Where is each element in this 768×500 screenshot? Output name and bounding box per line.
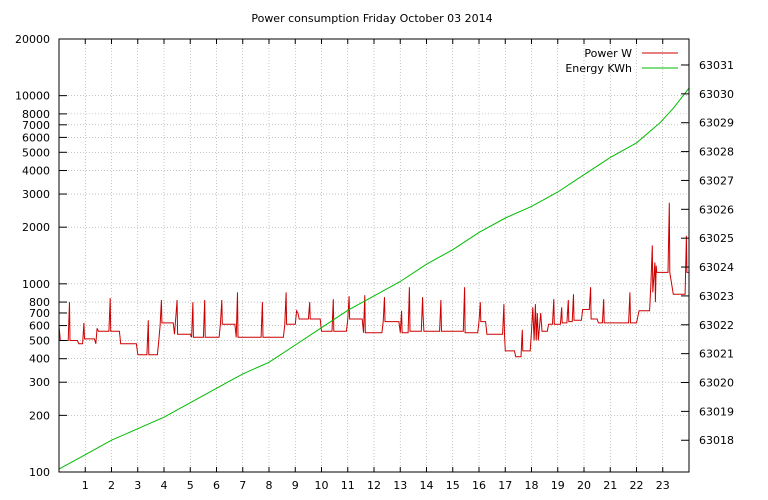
x-tick-label: 15 — [446, 479, 460, 492]
y2-tick-label: 63031 — [699, 59, 734, 72]
legend-label: Energy KWh — [565, 62, 632, 75]
y-tick-label: 700 — [29, 307, 50, 320]
x-tick-label: 11 — [341, 479, 355, 492]
x-tick-label: 21 — [603, 479, 617, 492]
y-tick-label: 2000 — [22, 221, 50, 234]
y-tick-label: 400 — [29, 353, 50, 366]
x-tick-label: 3 — [134, 479, 141, 492]
y2-tick-label: 63024 — [699, 261, 734, 274]
x-tick-label: 1 — [82, 479, 89, 492]
series-power-line — [58, 202, 689, 358]
y-tick-label: 800 — [29, 296, 50, 309]
y-tick-label: 300 — [29, 376, 50, 389]
y-tick-label: 500 — [29, 334, 50, 347]
x-tick-label: 18 — [525, 479, 539, 492]
y2-tick-label: 63027 — [699, 174, 734, 187]
series-energy-line — [58, 87, 690, 470]
y2-tick-label: 63026 — [699, 203, 734, 216]
grid-lines — [59, 39, 689, 472]
x-tick-label: 9 — [292, 479, 299, 492]
x-tick-label: 20 — [577, 479, 591, 492]
x-tick-label: 10 — [315, 479, 329, 492]
y2-tick-label: 63021 — [699, 348, 734, 361]
y2-tick-label: 63019 — [699, 405, 734, 418]
x-tick-label: 17 — [498, 479, 512, 492]
y-tick-label: 1000 — [22, 278, 50, 291]
y-tick-label: 4000 — [22, 165, 50, 178]
x-tick-label: 12 — [367, 479, 381, 492]
x-tick-label: 19 — [551, 479, 565, 492]
x-tick-label: 7 — [239, 479, 246, 492]
y-tick-label: 20000 — [15, 33, 50, 46]
x-tick-label: 5 — [187, 479, 194, 492]
x-tick-label: 8 — [266, 479, 273, 492]
energy-line — [58, 87, 690, 470]
y2-tick-label: 63030 — [699, 88, 734, 101]
y2-tick-label: 63023 — [699, 290, 734, 303]
y2-tick-label: 63029 — [699, 117, 734, 130]
y-tick-label: 10000 — [15, 90, 50, 103]
power-line — [58, 202, 689, 358]
y-tick-label: 8000 — [22, 108, 50, 121]
y2-tick-label: 63018 — [699, 434, 734, 447]
x-tick-label: 22 — [630, 479, 644, 492]
y2-tick-label: 63028 — [699, 146, 734, 159]
y-tick-label: 6000 — [22, 131, 50, 144]
x-tick-label: 6 — [213, 479, 220, 492]
y2-tick-label: 63025 — [699, 232, 734, 245]
y2-tick-label: 63020 — [699, 377, 734, 390]
y-tick-label: 5000 — [22, 146, 50, 159]
y-tick-label: 7000 — [22, 119, 50, 132]
x-tick-label: 14 — [420, 479, 434, 492]
y-tick-label: 600 — [29, 320, 50, 333]
x-tick-label: 13 — [393, 479, 407, 492]
y2-tick-label: 63022 — [699, 319, 734, 332]
y-tick-label: 200 — [29, 409, 50, 422]
chart-title: Power consumption Friday October 03 2014 — [251, 12, 492, 25]
legend: Power W Energy KWh — [565, 47, 678, 75]
x-tick-label: 4 — [161, 479, 168, 492]
y-tick-label: 100 — [29, 466, 50, 479]
y-tick-label: 3000 — [22, 188, 50, 201]
x-tick-label: 2 — [108, 479, 115, 492]
axis-ticks: 1 2 3 4 5 6 7 8 9 10 11 12 13 14 15 16 17 18 19 20 21 22 23100… — [15, 33, 734, 492]
x-tick-label: 23 — [656, 479, 670, 492]
x-tick-label: 16 — [472, 479, 486, 492]
legend-label: Power W — [584, 47, 632, 60]
